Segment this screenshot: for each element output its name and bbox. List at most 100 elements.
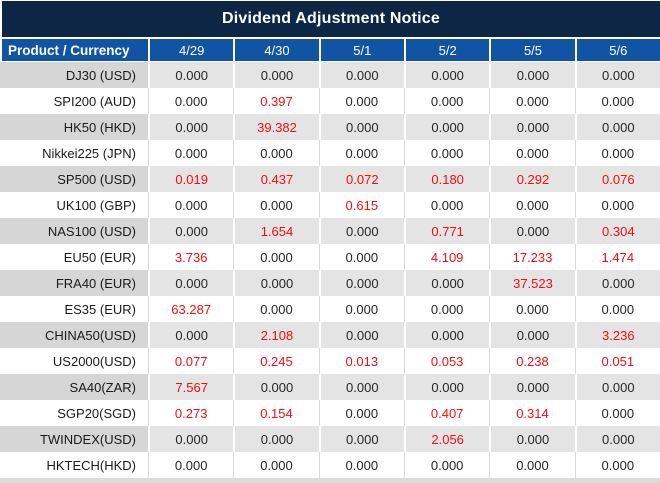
product-name-cell: HKTECH(HKD) [0, 452, 148, 478]
bottom-strip [0, 478, 660, 483]
dividend-value-cell: 0.000 [318, 218, 404, 244]
product-name-cell: ES35 (EUR) [0, 296, 148, 322]
dividend-value-cell-nonzero: 0.019 [148, 166, 234, 192]
dividend-value-cell-nonzero: 37.523 [489, 270, 575, 296]
dividend-value-cell: 0.000 [233, 244, 319, 270]
date-column-header: 5/5 [489, 37, 575, 62]
table-row: TWINDEX(USD) 0.000 0.000 0.000 2.056 0.000 0.0… [0, 426, 660, 452]
dividend-value-cell-nonzero: 63.287 [148, 296, 234, 322]
dividend-value-cell: 0.000 [574, 374, 660, 400]
dividend-value-cell: 0.000 [489, 62, 575, 88]
dividend-value-cell: 0.000 [233, 140, 319, 166]
table-row: US2000(USD) 0.077 0.245 0.013 0.053 0.238 0.05… [0, 348, 660, 374]
dividend-value-cell: 0.000 [148, 192, 234, 218]
dividend-value-cell-nonzero: 0.304 [574, 218, 660, 244]
dividend-value-cell-nonzero: 0.051 [574, 348, 660, 374]
date-column-header: 5/1 [318, 37, 404, 62]
product-name-cell: US2000(USD) [0, 348, 148, 374]
table-row: Nikkei225 (JPN) 0.000 0.000 0.000 0.000 0.000… [0, 140, 660, 166]
dividend-value-cell: 0.000 [318, 88, 404, 114]
dividend-value-cell: 0.000 [574, 114, 660, 140]
dividend-value-cell: 0.000 [148, 140, 234, 166]
table-row: HKTECH(HKD) 0.000 0.000 0.000 0.000 0.000 0.00… [0, 452, 660, 478]
dividend-value-cell-nonzero: 0.771 [403, 218, 490, 244]
product-name-cell: FRA40 (EUR) [0, 270, 148, 296]
dividend-value-cell: 0.000 [318, 426, 404, 452]
dividend-value-cell-nonzero: 0.245 [233, 348, 319, 374]
table-row: HK50 (HKD) 0.000 39.382 0.000 0.000 0.000 0.00… [0, 114, 660, 140]
dividend-value-cell: 0.000 [233, 452, 319, 478]
dividend-value-cell-nonzero: 0.437 [233, 166, 319, 192]
dividend-value-cell-nonzero: 0.238 [489, 348, 575, 374]
dividend-value-cell-nonzero: 0.013 [318, 348, 404, 374]
dividend-value-cell: 0.000 [489, 140, 575, 166]
dividend-value-cell: 0.000 [318, 374, 404, 400]
dividend-value-cell: 0.000 [489, 218, 575, 244]
table-row: SGP20(SGD) 0.273 0.154 0.000 0.407 0.314 0.000 [0, 400, 660, 426]
dividend-value-cell: 0.000 [318, 62, 404, 88]
dividend-value-cell: 0.000 [574, 452, 660, 478]
dividend-value-cell: 0.000 [489, 322, 575, 348]
dividend-value-cell-nonzero: 0.615 [318, 192, 404, 218]
dividend-value-cell: 0.000 [318, 400, 404, 426]
dividend-value-cell: 0.000 [233, 62, 319, 88]
table-row: SP500 (USD) 0.019 0.437 0.072 0.180 0.292 0.07… [0, 166, 660, 192]
dividend-value-cell-nonzero: 3.236 [574, 322, 660, 348]
table-row: ES35 (EUR) 63.287 0.000 0.000 0.000 0.000 0.00… [0, 296, 660, 322]
table-row: NAS100 (USD) 0.000 1.654 0.000 0.771 0.000 0.3… [0, 218, 660, 244]
dividend-value-cell: 0.000 [233, 374, 319, 400]
dividend-value-cell-nonzero: 0.292 [489, 166, 575, 192]
dividend-value-cell: 0.000 [489, 192, 575, 218]
dividend-value-cell: 0.000 [318, 244, 404, 270]
table-row: SA40(ZAR) 7.567 0.000 0.000 0.000 0.000 0.000 [0, 374, 660, 400]
dividend-value-cell-nonzero: 0.407 [403, 400, 490, 426]
date-column-header: 4/30 [233, 37, 319, 62]
dividend-value-cell: 0.000 [318, 296, 404, 322]
dividend-value-cell: 0.000 [574, 426, 660, 452]
dividend-value-cell: 0.000 [489, 426, 575, 452]
dividend-value-cell: 0.000 [489, 88, 575, 114]
dividend-value-cell-nonzero: 0.273 [148, 400, 234, 426]
dividend-value-cell: 0.000 [403, 62, 490, 88]
table-row: CHINA50(USD) 0.000 2.108 0.000 0.000 0.000 3.2… [0, 322, 660, 348]
dividend-value-cell: 0.000 [489, 296, 575, 322]
dividend-value-cell: 0.000 [233, 192, 319, 218]
product-name-cell: DJ30 (USD) [0, 62, 148, 88]
dividend-value-cell-nonzero: 0.053 [403, 348, 490, 374]
dividend-value-cell-nonzero: 4.109 [403, 244, 490, 270]
product-name-cell: HK50 (HKD) [0, 114, 148, 140]
dividend-value-cell: 0.000 [403, 114, 490, 140]
date-column-header: 4/29 [148, 37, 234, 62]
dividend-value-cell: 0.000 [403, 374, 490, 400]
dividend-value-cell: 0.000 [148, 218, 234, 244]
table-row: EU50 (EUR) 3.736 0.000 0.000 4.109 17.233 1.47… [0, 244, 660, 270]
dividend-value-cell: 0.000 [403, 88, 490, 114]
dividend-value-cell-nonzero: 0.072 [318, 166, 404, 192]
product-name-cell: SGP20(SGD) [0, 400, 148, 426]
dividend-table: Product / Currency 4/29 4/30 5/1 5/2 5/5 5/6 … [0, 37, 660, 478]
date-column-header: 5/6 [574, 37, 660, 62]
dividend-value-cell: 0.000 [489, 374, 575, 400]
product-name-cell: NAS100 (USD) [0, 218, 148, 244]
dividend-value-cell: 0.000 [148, 452, 234, 478]
dividend-value-cell-nonzero: 0.077 [148, 348, 234, 374]
dividend-value-cell-nonzero: 0.314 [489, 400, 575, 426]
product-name-cell: TWINDEX(USD) [0, 426, 148, 452]
dividend-value-cell: 0.000 [489, 114, 575, 140]
table-row: FRA40 (EUR) 0.000 0.000 0.000 0.000 37.523 0.0… [0, 270, 660, 296]
dividend-value-cell: 0.000 [574, 270, 660, 296]
dividend-value-cell: 0.000 [318, 322, 404, 348]
dividend-value-cell: 0.000 [574, 140, 660, 166]
dividend-value-cell: 0.000 [318, 140, 404, 166]
dividend-value-cell: 0.000 [403, 452, 490, 478]
dividend-value-cell: 0.000 [148, 114, 234, 140]
dividend-value-cell: 0.000 [318, 452, 404, 478]
dividend-value-cell: 0.000 [233, 270, 319, 296]
product-name-cell: CHINA50(USD) [0, 322, 148, 348]
dividend-value-cell-nonzero: 17.233 [489, 244, 575, 270]
dividend-value-cell-nonzero: 0.154 [233, 400, 319, 426]
product-name-cell: SPI200 (AUD) [0, 88, 148, 114]
dividend-value-cell: 0.000 [574, 296, 660, 322]
dividend-value-cell: 0.000 [318, 270, 404, 296]
dividend-value-cell: 0.000 [318, 114, 404, 140]
